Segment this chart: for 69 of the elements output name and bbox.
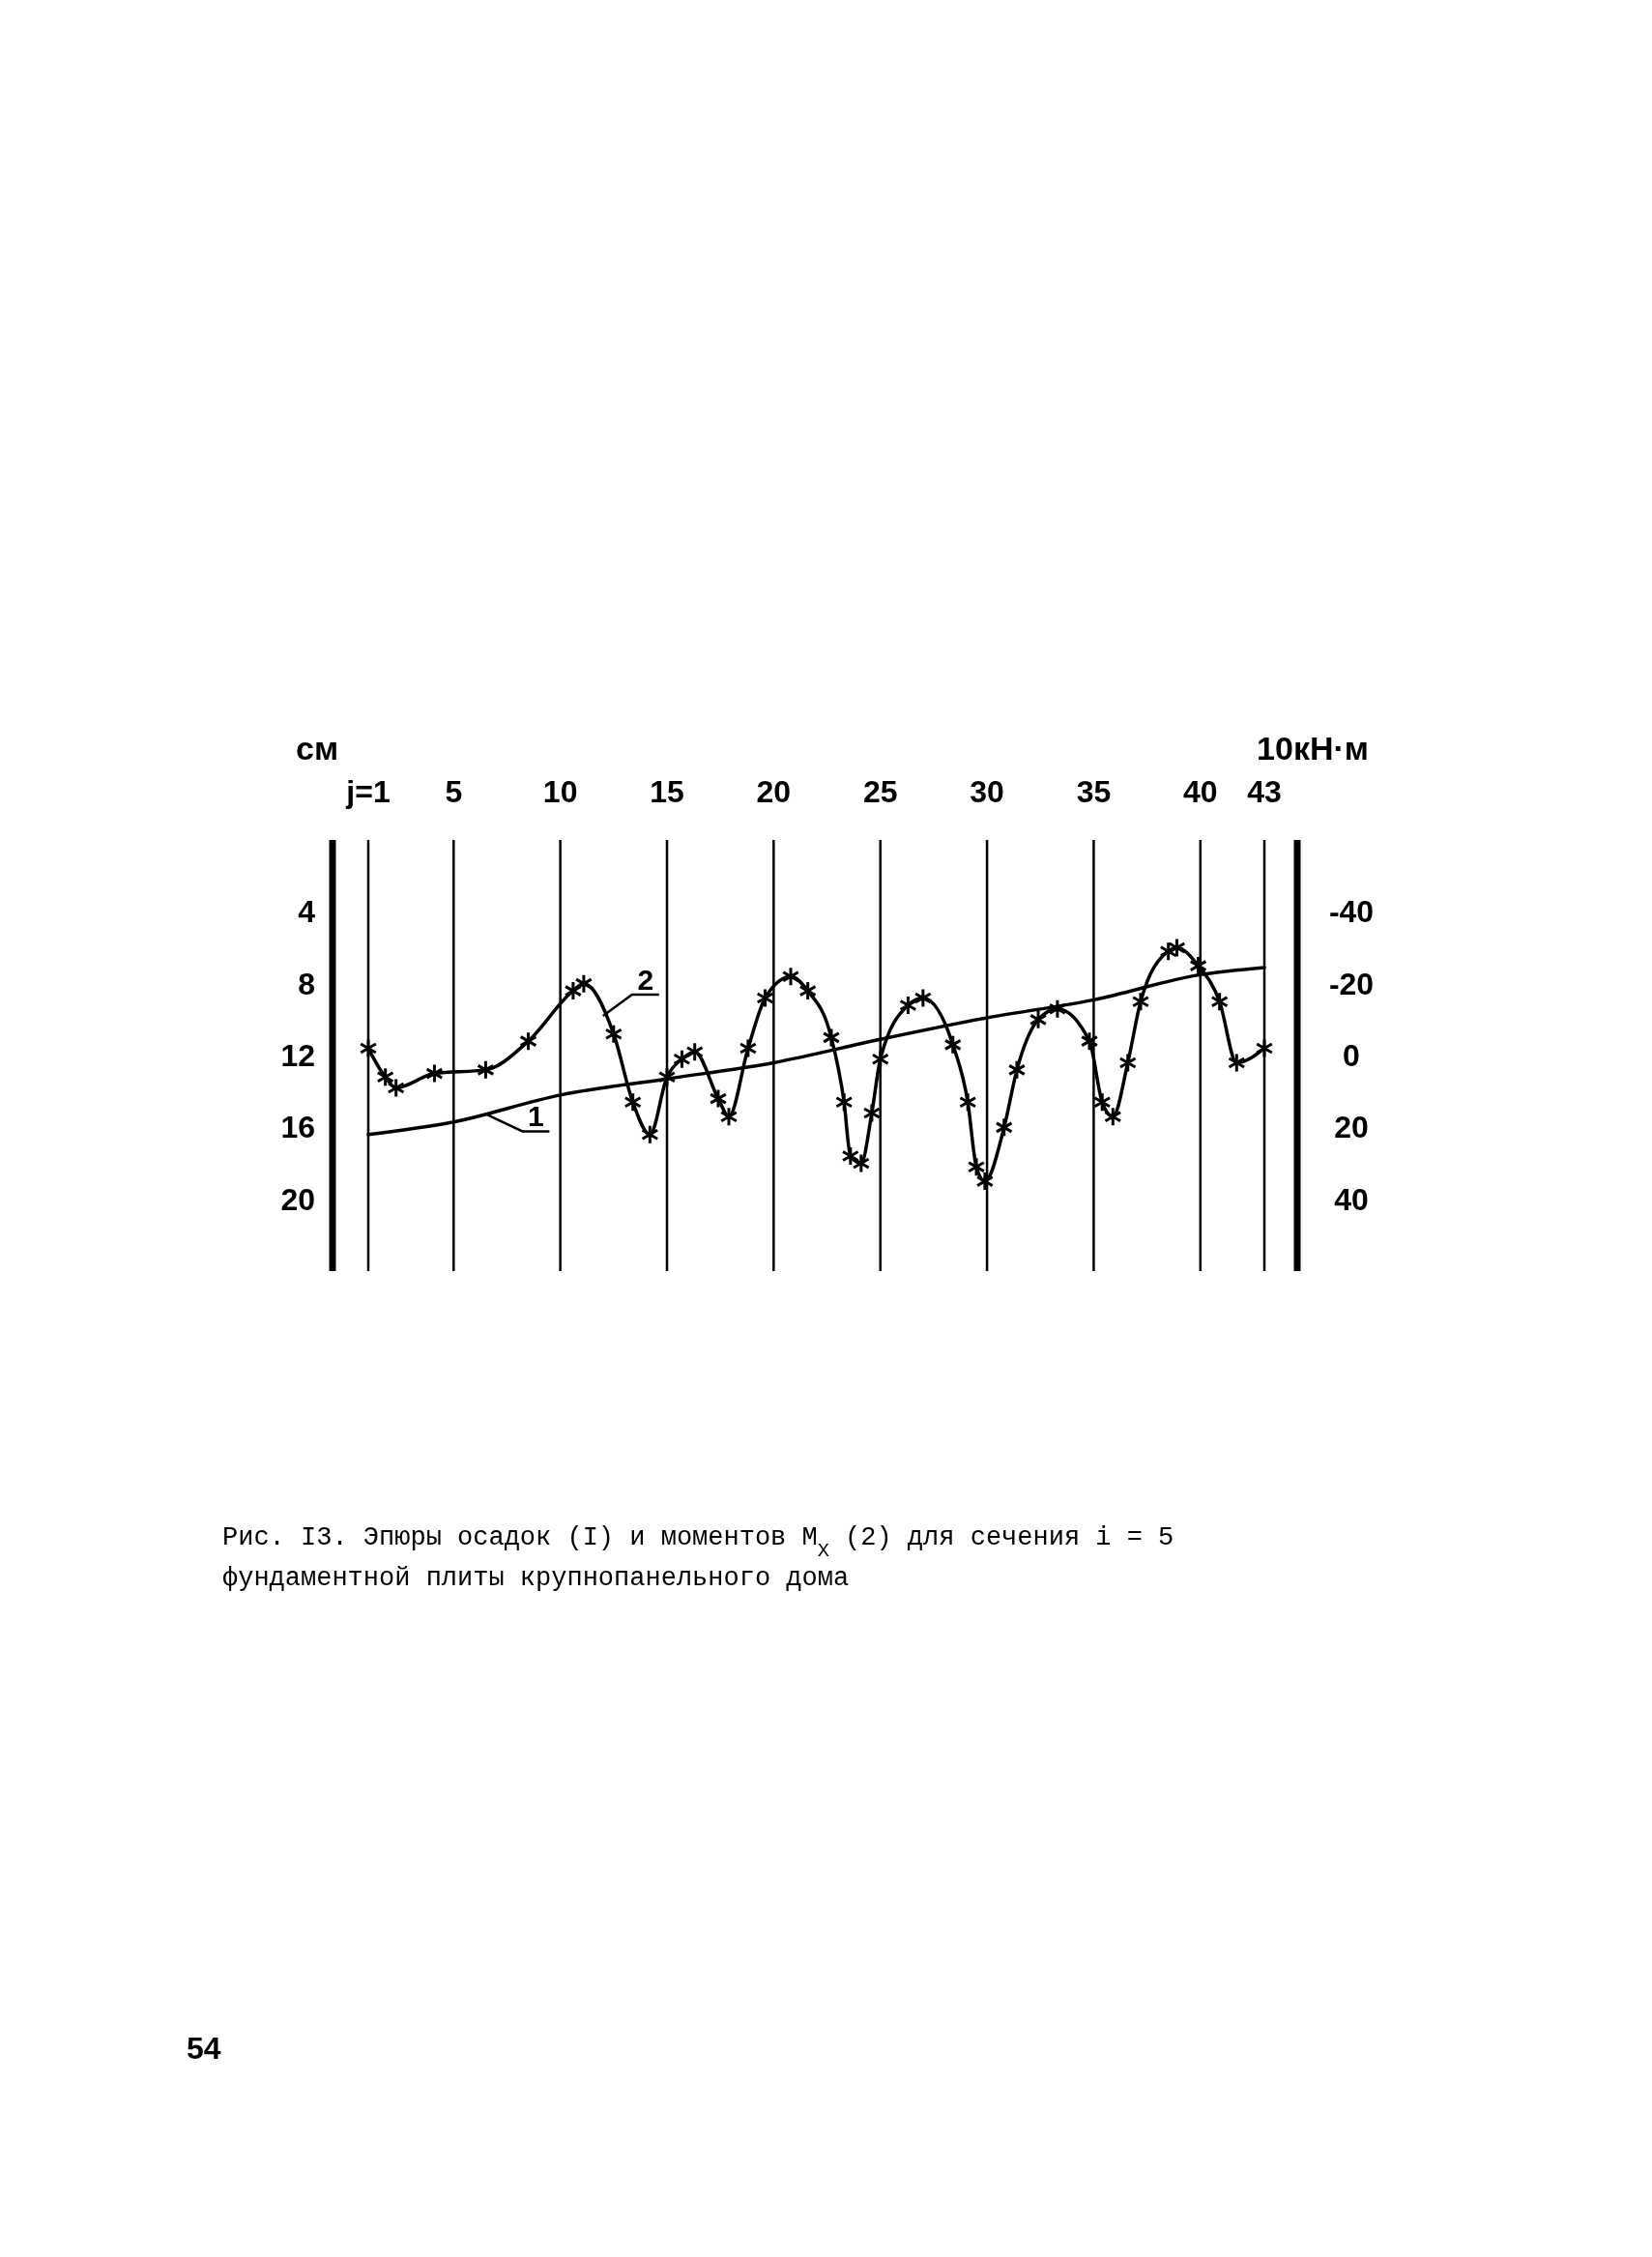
y2-tick-label: 20 xyxy=(1334,1110,1369,1145)
y-tick-label: 16 xyxy=(280,1110,315,1145)
y2-axis-title: 10кН·м xyxy=(1257,730,1369,767)
x-tick-label: 25 xyxy=(862,774,898,809)
point xyxy=(623,1091,642,1113)
point xyxy=(958,1091,977,1113)
point xyxy=(862,1102,882,1123)
text: 54 xyxy=(187,2031,221,2066)
point xyxy=(1104,1106,1122,1127)
point xyxy=(685,1041,704,1062)
y2-tick-label: 40 xyxy=(1334,1181,1369,1217)
point xyxy=(719,1106,739,1127)
series-label: 2 xyxy=(637,964,654,997)
x-tick-label: 35 xyxy=(1076,774,1112,809)
point xyxy=(899,995,917,1016)
point xyxy=(913,988,933,1009)
point xyxy=(1048,998,1067,1020)
point xyxy=(943,1034,963,1056)
point xyxy=(852,1153,871,1173)
point xyxy=(425,1063,444,1085)
point xyxy=(822,1027,841,1048)
point xyxy=(376,1066,394,1087)
x-tick-label: 40 xyxy=(1182,774,1218,809)
point xyxy=(1007,1059,1027,1081)
series-label: 1 xyxy=(528,1100,544,1133)
x-tick-label: 15 xyxy=(650,774,684,809)
point xyxy=(739,1038,758,1059)
point xyxy=(657,1066,677,1087)
point xyxy=(1131,991,1150,1012)
point xyxy=(1255,1038,1274,1059)
point xyxy=(709,1088,728,1110)
x-tick-label: 43 xyxy=(1247,774,1282,809)
x-tick-label: 10 xyxy=(542,774,578,809)
point xyxy=(477,1059,495,1081)
point xyxy=(1189,955,1207,976)
point xyxy=(519,1030,537,1052)
y-axis-title: см xyxy=(295,730,339,767)
point xyxy=(604,1024,623,1045)
point xyxy=(871,1049,890,1070)
point xyxy=(1118,1052,1138,1073)
y-tick-label: 8 xyxy=(298,966,315,1001)
text: Рис. I3. Эпюры осадок (I) и моментов M$_{X}$ (2) для сечения i = 5 фундаментной плиты крупнопанельного дома xyxy=(222,1523,1174,1593)
point xyxy=(673,1049,691,1070)
point xyxy=(975,1171,995,1192)
x-tick-label: j=1 xyxy=(345,774,391,809)
point xyxy=(1080,1030,1099,1052)
point xyxy=(1228,1052,1246,1073)
x-tick-label: 20 xyxy=(756,774,792,809)
point xyxy=(798,980,817,1001)
point xyxy=(756,988,774,1009)
y-tick-label: 4 xyxy=(298,894,316,930)
point xyxy=(841,1145,860,1167)
y-tick-label: 12 xyxy=(280,1038,315,1073)
point xyxy=(1092,1091,1112,1113)
point xyxy=(1210,991,1229,1012)
point xyxy=(1029,1009,1048,1030)
point xyxy=(834,1091,854,1113)
point xyxy=(387,1077,405,1098)
y2-tick-label: -40 xyxy=(1328,894,1375,930)
y2-tick-label: 0 xyxy=(1343,1038,1360,1073)
point xyxy=(995,1116,1014,1138)
point xyxy=(641,1124,659,1145)
x-tick-label: 30 xyxy=(970,774,1004,809)
point xyxy=(781,966,800,987)
point xyxy=(967,1156,986,1177)
y-tick-label: 20 xyxy=(280,1181,315,1217)
point xyxy=(359,1038,378,1059)
y2-tick-label: -20 xyxy=(1328,966,1375,1001)
x-tick-label: 5 xyxy=(445,774,463,809)
